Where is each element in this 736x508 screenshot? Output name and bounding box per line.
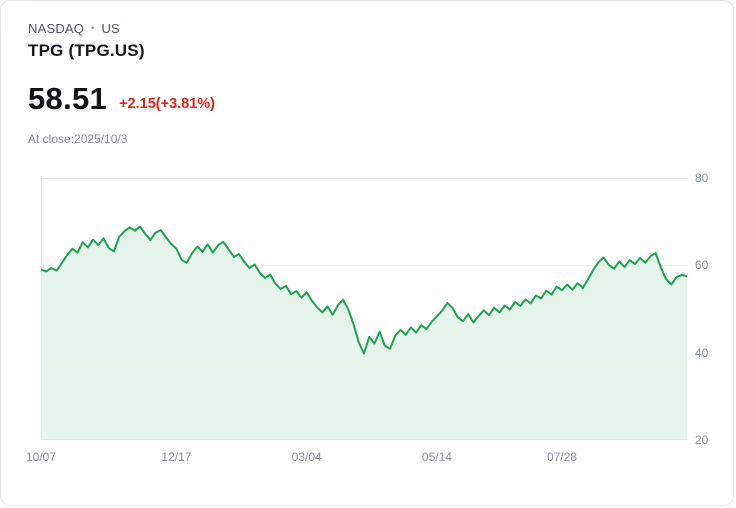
close-note: At close:2025/10/3: [28, 132, 128, 146]
price-chart-plot[interactable]: [41, 178, 687, 440]
y-axis-label: 80: [695, 171, 709, 185]
dot-separator-icon: •: [91, 23, 95, 33]
y-axis-label: 20: [695, 433, 709, 447]
price-chart-svg[interactable]: [41, 178, 687, 440]
price-row: 58.51 +2.15(+3.81%): [28, 83, 215, 114]
x-axis: 10/07 12/17 03/04 05/14 07/28: [26, 450, 687, 466]
quote-header: NASDAQ • US TPG (TPG.US): [28, 21, 145, 61]
market-label: US: [101, 21, 120, 36]
exchange-row: NASDAQ • US: [28, 21, 145, 36]
x-axis-label: 05/14: [421, 450, 452, 464]
x-axis-label: 10/07: [25, 450, 57, 464]
x-axis-label: 12/17: [161, 450, 192, 464]
last-price: 58.51: [28, 81, 108, 116]
price-area: [41, 226, 687, 440]
price-change: +2.15(+3.81%): [119, 96, 216, 112]
y-axis-label: 40: [695, 345, 709, 360]
exchange-label: NASDAQ: [28, 21, 85, 36]
price-line: [41, 225, 687, 355]
y-axis-label: 60: [695, 258, 709, 273]
x-axis-label: 03/04: [291, 450, 322, 464]
x-axis-label: 07/28: [546, 450, 577, 464]
stock-title: TPG (TPG.US): [28, 41, 145, 60]
y-axis: 80 60 40 20: [695, 171, 731, 447]
